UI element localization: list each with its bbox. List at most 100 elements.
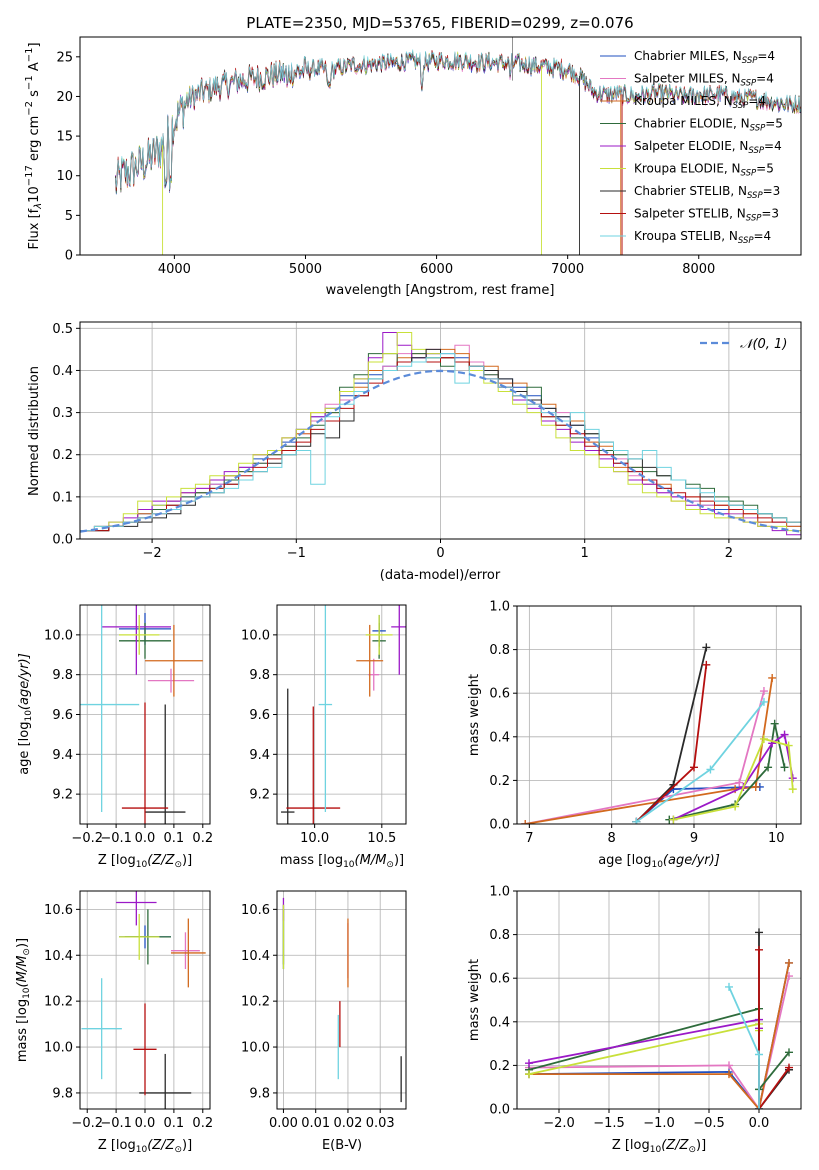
x-tick-label: 9 (690, 831, 698, 846)
mass-vs-ebv-frame (276, 890, 407, 1110)
massweight-point (755, 1050, 763, 1059)
massweight-series-line (669, 723, 786, 821)
x-tick-label: 0.02 (333, 1116, 362, 1131)
x-tick-label: 0.2 (192, 831, 213, 846)
massweight-point (725, 1061, 733, 1070)
y-tick-label: 0.4 (489, 1015, 510, 1030)
legend-label: Kroupa STELIB, NSSP=4 (634, 229, 771, 246)
y-tick-label: 0.8 (489, 643, 510, 658)
massweight-point (725, 1070, 733, 1079)
y-tick-label: 1.0 (489, 600, 510, 615)
x-tick-label: −2.0 (543, 1116, 575, 1131)
massweight-series-line (758, 949, 790, 1109)
x-tick-label: −1 (287, 546, 306, 561)
x-tick-label: 0.0 (135, 831, 156, 846)
legend-label: Chabrier ELODIE, NSSP=5 (634, 117, 783, 134)
massweight-point (702, 643, 711, 652)
legend-label: Kroupa ELODIE, NSSP=5 (634, 162, 774, 179)
x-tick-label: 0.00 (269, 1116, 298, 1131)
massweight-series-line (528, 975, 790, 1109)
spectrum-ylabel: Flux [fλ10−17 erg cm−2 s−1 A−1] (24, 42, 44, 249)
x-tick-label: 10.5 (367, 831, 396, 846)
massweight-point (784, 741, 793, 750)
spectrum-panel: PLATE=2350, MJD=53765, FIBERID=0299, z=0… (24, 14, 802, 298)
massweight-point (759, 734, 768, 743)
y-tick-label: 0.3 (52, 406, 73, 421)
y-tick-label: 9.4 (249, 748, 270, 763)
massweight-point (785, 1048, 793, 1057)
y-tick-label: 9.8 (52, 668, 73, 683)
x-tick-label: 0 (436, 546, 444, 561)
y-tick-label: 10.0 (44, 628, 73, 643)
y-tick-label: 10.6 (44, 903, 73, 918)
massweight-point (689, 763, 698, 772)
x-tick-label: −0.1 (100, 831, 132, 846)
massweight-series-line (529, 962, 790, 1109)
legend-label: Kroupa MILES, NSSP=4 (634, 94, 766, 111)
y-tick-label: 20 (56, 90, 73, 105)
massweight-point (632, 817, 641, 824)
x-tick-label: 8 (608, 831, 616, 846)
y-tick-label: 0.2 (489, 1059, 510, 1074)
legend-label: Salpeter ELODIE, NSSP=4 (634, 139, 782, 156)
residuals-xlabel: (data-model)/error (380, 568, 501, 583)
y-tick-label: 0.2 (52, 448, 73, 463)
spectrum-title: PLATE=2350, MJD=53765, FIBERID=0299, z=0… (246, 14, 633, 32)
massweight-point (768, 673, 777, 682)
massweight-point (755, 945, 763, 954)
y-tick-label: 10.4 (44, 949, 73, 964)
x-tick-label: 7 (525, 831, 533, 846)
massweight-point (669, 815, 678, 824)
x-tick-label: 10 (768, 831, 785, 846)
y-tick-label: 9.8 (249, 1086, 270, 1101)
massweight-point (785, 1063, 793, 1072)
age-vs-z-ylabel: age [log10(age/yr)] (17, 653, 34, 775)
x-tick-label: 5000 (289, 262, 322, 277)
y-tick-label: 10.0 (241, 628, 270, 643)
massweight-point (706, 765, 715, 774)
x-tick-label: 0.01 (301, 1116, 330, 1131)
x-tick-label: 0.2 (192, 1116, 213, 1131)
y-tick-label: 9.8 (249, 668, 270, 683)
x-tick-label: −0.5 (693, 1116, 725, 1131)
residual-histogram (80, 332, 801, 539)
spectrum-legend: Chabrier MILES, NSSP=4 Salpeter MILES, NS… (600, 49, 783, 246)
x-tick-label: 1 (581, 546, 589, 561)
x-tick-label: 6000 (420, 262, 453, 277)
y-tick-label: 10.4 (241, 949, 270, 964)
y-tick-label: 10.6 (241, 903, 270, 918)
mass-vs-ebv-xlabel: E(B-V) (322, 1138, 362, 1153)
x-tick-label: 0.1 (164, 831, 185, 846)
residuals-ylabel: Normed distribution (27, 366, 42, 496)
massweight-point (755, 1105, 763, 1109)
spectrum-xlabel: wavelength [Angstrom, rest frame] (326, 283, 555, 298)
y-tick-label: 9.6 (249, 708, 270, 723)
massweight-point (525, 1070, 533, 1079)
residuals-panel: −2 −1 0 1 2 0.0 0.1 0.2 0.3 0.4 0.5 (data-model)/e… (27, 321, 802, 583)
massweight-point (788, 785, 797, 794)
massweight-series-line (528, 1018, 760, 1065)
y-tick-label: 25 (56, 50, 73, 65)
spectrum-frame (79, 36, 802, 256)
massweight-vs-age-ylabel: mass weight (467, 674, 482, 756)
residuals-plot-area (80, 332, 801, 539)
massweight-point (521, 820, 530, 824)
massweight-vs-z-ylabel: mass weight (467, 959, 482, 1041)
massweight-vs-z-xlabel: Z [log10(Z/Z⊙)] (612, 1138, 706, 1155)
massweight-vs-z-panel: −2.0 −1.5 −1.0 −0.5 0.0 0.0 0.2 0.4 0.6 0.8 1.0 Z … (467, 885, 802, 1155)
x-tick-label: 0.03 (366, 1116, 395, 1131)
x-tick-label: 0.1 (164, 1116, 185, 1131)
y-tick-label: 0.1 (52, 490, 73, 505)
massweight-point (525, 1059, 533, 1068)
mass-vs-z-panel: −0.2−0.1 0.0 0.1 0.2 9.8 10.0 10.2 10.4 10.6 Z [… (15, 890, 213, 1155)
y-tick-label: 5 (65, 209, 73, 224)
x-tick-label: −0.2 (71, 831, 103, 846)
y-tick-label: 10.2 (44, 995, 73, 1010)
y-tick-label: 10 (56, 169, 73, 184)
x-tick-label: −2 (143, 546, 162, 561)
mass-vs-z-xlabel: Z [log10(Z/Z⊙)] (98, 1138, 192, 1155)
x-tick-label: −0.1 (100, 1116, 132, 1131)
age-vs-z-xlabel: Z [log10(Z/Z⊙)] (98, 853, 192, 870)
massweight-vs-age-frame (516, 605, 802, 825)
